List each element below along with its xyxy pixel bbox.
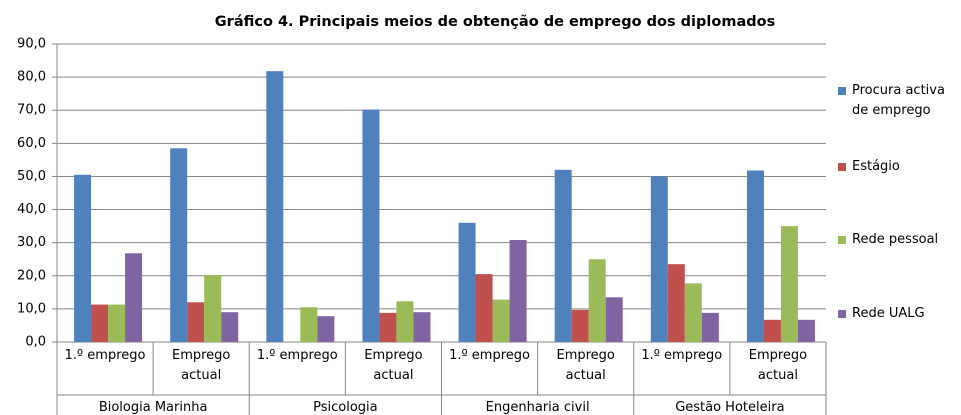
bar bbox=[187, 302, 205, 342]
group-label: Biologia Marinha bbox=[98, 400, 208, 415]
bar bbox=[379, 312, 397, 342]
y-tick-label: 20,0 bbox=[17, 268, 46, 283]
bar bbox=[571, 309, 589, 342]
bar bbox=[204, 275, 222, 342]
bar bbox=[125, 253, 143, 342]
y-tick-label: 10,0 bbox=[17, 301, 46, 316]
bar bbox=[74, 174, 92, 342]
bar bbox=[317, 316, 335, 342]
bar bbox=[797, 319, 815, 342]
legend-swatch bbox=[838, 236, 846, 244]
legend-swatch bbox=[838, 163, 846, 171]
bar bbox=[170, 148, 188, 342]
bar bbox=[266, 71, 284, 342]
bar bbox=[362, 109, 380, 342]
legend-swatch bbox=[838, 310, 846, 318]
legend-label: Procura activa de emprego bbox=[852, 83, 945, 118]
x-tick-label: 1.º emprego bbox=[256, 348, 338, 363]
legend-swatch bbox=[838, 87, 846, 95]
x-tick-label: Emprego actual bbox=[171, 348, 231, 383]
y-tick-label: 40,0 bbox=[17, 202, 46, 217]
bar bbox=[701, 312, 719, 342]
group-label: Engenharia civil bbox=[485, 400, 590, 415]
y-tick-label: 30,0 bbox=[17, 235, 46, 250]
bar bbox=[746, 170, 764, 342]
bar bbox=[650, 176, 668, 342]
chart-title: Gráfico 4. Principais meios de obtenção … bbox=[215, 14, 775, 30]
bar bbox=[91, 304, 109, 342]
y-tick-label: 70,0 bbox=[17, 103, 46, 118]
legend-label: Rede pessoal bbox=[852, 232, 939, 247]
bar bbox=[475, 274, 493, 342]
y-tick-label: 60,0 bbox=[17, 136, 46, 151]
bar bbox=[509, 240, 527, 342]
group-label: Gestão Hoteleira bbox=[675, 400, 785, 415]
y-tick-label: 50,0 bbox=[17, 169, 46, 184]
x-tick-label: Emprego actual bbox=[748, 348, 808, 383]
legend-label: Estágio bbox=[852, 159, 900, 174]
y-tick-label: 0,0 bbox=[25, 335, 46, 350]
legend-label: Rede UALG bbox=[852, 306, 925, 321]
bar bbox=[763, 319, 781, 342]
bar bbox=[684, 283, 702, 342]
x-tick-label: 1.º emprego bbox=[449, 348, 530, 363]
group-label: Psicologia bbox=[313, 400, 378, 415]
bar bbox=[667, 264, 685, 342]
x-tick-label: Emprego actual bbox=[556, 348, 615, 383]
bar bbox=[221, 312, 239, 342]
bar bbox=[588, 259, 606, 342]
x-tick-label: 1.º emprego bbox=[64, 348, 146, 363]
y-tick-label: 90,0 bbox=[17, 37, 46, 52]
bar bbox=[300, 307, 318, 342]
bar bbox=[108, 304, 126, 342]
y-tick-label: 80,0 bbox=[17, 70, 46, 85]
bar bbox=[458, 222, 476, 342]
bar bbox=[605, 297, 623, 342]
bar bbox=[396, 301, 414, 342]
x-tick-label: Emprego actual bbox=[364, 348, 423, 383]
bar bbox=[413, 312, 431, 342]
x-tick-label: 1.º emprego bbox=[641, 348, 723, 363]
bar bbox=[492, 299, 510, 342]
bar bbox=[554, 169, 572, 342]
bar bbox=[780, 226, 798, 342]
